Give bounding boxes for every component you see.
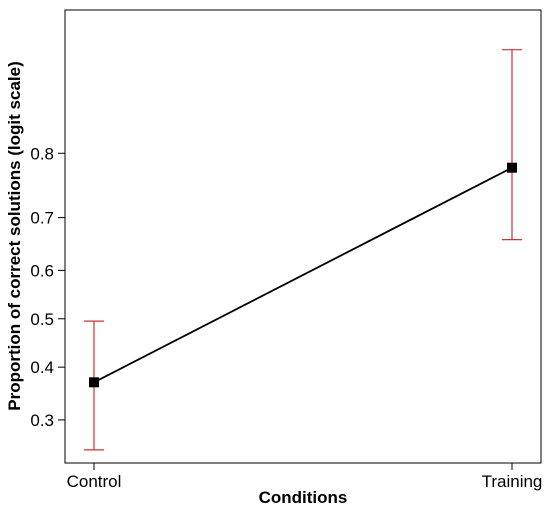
y-tick-label: 0.7 xyxy=(30,209,54,228)
series-polyline xyxy=(93,166,513,384)
error-bars xyxy=(84,49,522,451)
y-tick-label: 0.4 xyxy=(30,358,54,377)
y-tick-label: 0.3 xyxy=(30,411,54,430)
y-axis-title: Proportion of correct solutions (logit s… xyxy=(5,61,24,410)
x-axis: Control Training xyxy=(67,463,543,491)
markers xyxy=(89,162,517,388)
series-line xyxy=(93,166,513,384)
data-point-marker xyxy=(89,377,99,388)
y-tick-label: 0.8 xyxy=(30,144,54,163)
x-tick-label: Control xyxy=(67,472,122,491)
x-tick-label: Training xyxy=(482,472,543,491)
plot-frame xyxy=(64,9,542,464)
y-tick-label: 0.6 xyxy=(30,261,54,280)
y-axis: 0.3 0.4 0.5 0.6 0.7 0.8 xyxy=(30,144,65,430)
y-tick-label: 0.5 xyxy=(30,310,54,329)
data-point-marker xyxy=(507,162,517,173)
x-axis-title: Conditions xyxy=(259,488,348,507)
